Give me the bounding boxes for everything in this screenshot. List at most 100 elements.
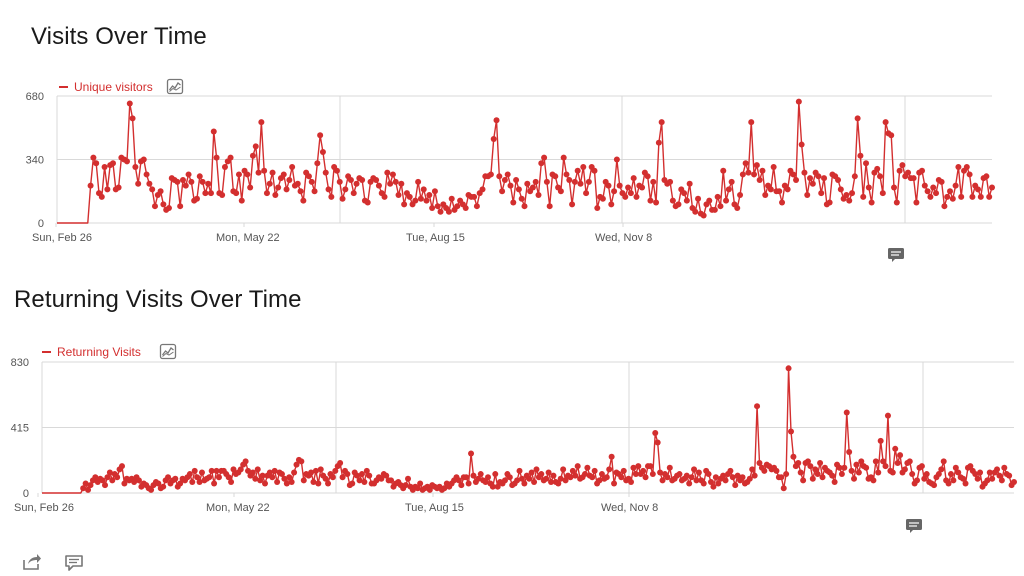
data-point[interactable] — [630, 464, 637, 471]
data-point[interactable] — [748, 119, 755, 126]
data-point[interactable] — [199, 178, 206, 185]
data-point[interactable] — [909, 471, 916, 478]
data-point[interactable] — [383, 472, 390, 479]
data-point[interactable] — [188, 178, 195, 185]
data-point[interactable] — [773, 467, 780, 474]
data-point[interactable] — [297, 188, 304, 195]
data-point[interactable] — [252, 475, 259, 482]
data-point[interactable] — [237, 466, 244, 473]
data-point[interactable] — [762, 191, 769, 198]
data-point[interactable] — [686, 480, 693, 487]
data-point[interactable] — [975, 186, 981, 193]
data-point[interactable] — [305, 173, 312, 180]
data-point[interactable] — [958, 193, 965, 200]
data-point[interactable] — [855, 469, 862, 476]
data-point[interactable] — [843, 191, 850, 198]
data-point[interactable] — [563, 171, 570, 178]
data-point[interactable] — [518, 475, 525, 482]
data-point[interactable] — [584, 464, 591, 471]
data-point[interactable] — [93, 160, 100, 167]
data-point[interactable] — [308, 469, 315, 476]
data-point[interactable] — [513, 177, 520, 184]
data-point[interactable] — [275, 184, 282, 191]
data-point[interactable] — [298, 458, 305, 465]
data-point[interactable] — [155, 480, 162, 487]
data-point[interactable] — [143, 171, 150, 178]
data-point[interactable] — [853, 461, 860, 468]
data-point[interactable] — [353, 180, 360, 187]
data-point[interactable] — [359, 177, 366, 184]
data-point[interactable] — [406, 193, 413, 200]
data-point[interactable] — [543, 475, 550, 482]
data-point[interactable] — [618, 474, 625, 481]
data-point[interactable] — [132, 163, 139, 170]
data-point[interactable] — [373, 177, 380, 184]
data-point[interactable] — [974, 475, 981, 482]
data-point[interactable] — [812, 466, 819, 473]
data-point[interactable] — [80, 485, 87, 492]
data-point[interactable] — [535, 191, 542, 198]
data-point[interactable] — [633, 193, 640, 200]
data-point[interactable] — [889, 469, 896, 476]
data-point[interactable] — [906, 458, 913, 465]
data-point[interactable] — [350, 190, 357, 197]
data-point[interactable] — [557, 475, 564, 482]
data-point[interactable] — [804, 191, 811, 198]
data-point[interactable] — [375, 182, 382, 189]
data-point[interactable] — [761, 467, 768, 474]
data-point[interactable] — [963, 163, 970, 170]
data-point[interactable] — [366, 472, 373, 479]
data-point[interactable] — [398, 180, 405, 187]
data-point[interactable] — [328, 193, 335, 200]
data-point[interactable] — [711, 206, 718, 213]
data-point[interactable] — [274, 478, 281, 485]
data-point[interactable] — [160, 201, 167, 208]
data-point[interactable] — [938, 466, 945, 473]
data-point[interactable] — [930, 184, 937, 191]
data-point[interactable] — [596, 477, 603, 484]
data-point[interactable] — [257, 477, 264, 484]
data-point[interactable] — [863, 464, 870, 471]
data-point[interactable] — [632, 471, 639, 478]
data-point[interactable] — [893, 199, 900, 206]
data-point[interactable] — [312, 467, 319, 474]
data-point[interactable] — [725, 186, 732, 193]
data-point[interactable] — [378, 475, 385, 482]
data-point[interactable] — [283, 480, 290, 487]
data-point[interactable] — [506, 474, 513, 481]
data-point[interactable] — [230, 466, 237, 473]
data-point[interactable] — [196, 173, 203, 180]
data-point[interactable] — [860, 193, 867, 200]
data-point[interactable] — [706, 197, 713, 204]
data-point[interactable] — [611, 188, 618, 195]
data-point[interactable] — [101, 163, 108, 170]
data-point[interactable] — [571, 178, 578, 185]
data-point[interactable] — [448, 195, 455, 202]
data-point[interactable] — [955, 469, 962, 476]
data-point[interactable] — [349, 480, 356, 487]
data-point[interactable] — [653, 199, 660, 206]
data-point[interactable] — [858, 458, 865, 465]
data-point[interactable] — [244, 171, 251, 178]
data-point[interactable] — [804, 458, 811, 465]
data-point[interactable] — [485, 474, 491, 481]
data-point[interactable] — [921, 182, 928, 189]
data-point[interactable] — [941, 203, 948, 210]
data-point[interactable] — [627, 190, 634, 197]
data-point[interactable] — [989, 475, 996, 482]
data-point[interactable] — [317, 132, 324, 139]
data-point[interactable] — [308, 178, 315, 185]
data-point[interactable] — [848, 467, 855, 474]
data-point[interactable] — [529, 184, 536, 191]
data-point[interactable] — [914, 477, 921, 484]
data-point[interactable] — [104, 186, 111, 193]
data-point[interactable] — [322, 475, 329, 482]
data-point[interactable] — [269, 474, 276, 481]
data-point[interactable] — [339, 195, 346, 202]
data-point[interactable] — [278, 471, 285, 478]
data-point[interactable] — [913, 199, 920, 206]
data-point[interactable] — [550, 472, 557, 479]
data-point[interactable] — [754, 403, 761, 410]
data-point[interactable] — [206, 474, 213, 481]
data-point[interactable] — [177, 480, 184, 487]
